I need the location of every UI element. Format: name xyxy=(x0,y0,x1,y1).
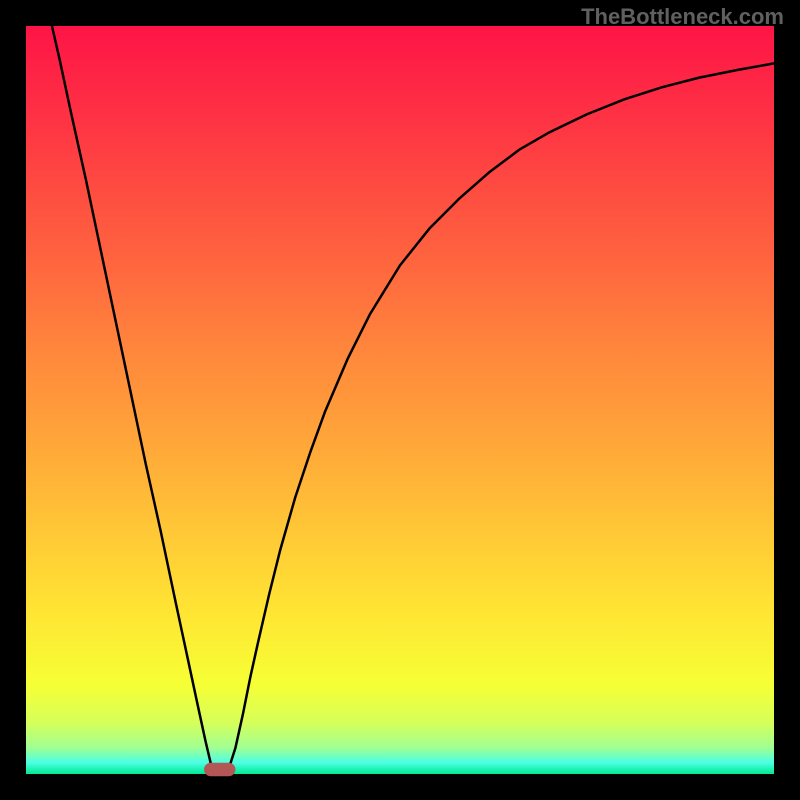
watermark-text: TheBottleneck.com xyxy=(581,4,784,30)
chart-container: TheBottleneck.com xyxy=(0,0,800,800)
optimal-marker xyxy=(204,763,235,776)
bottleneck-chart-svg xyxy=(0,0,800,800)
chart-background xyxy=(26,26,774,774)
